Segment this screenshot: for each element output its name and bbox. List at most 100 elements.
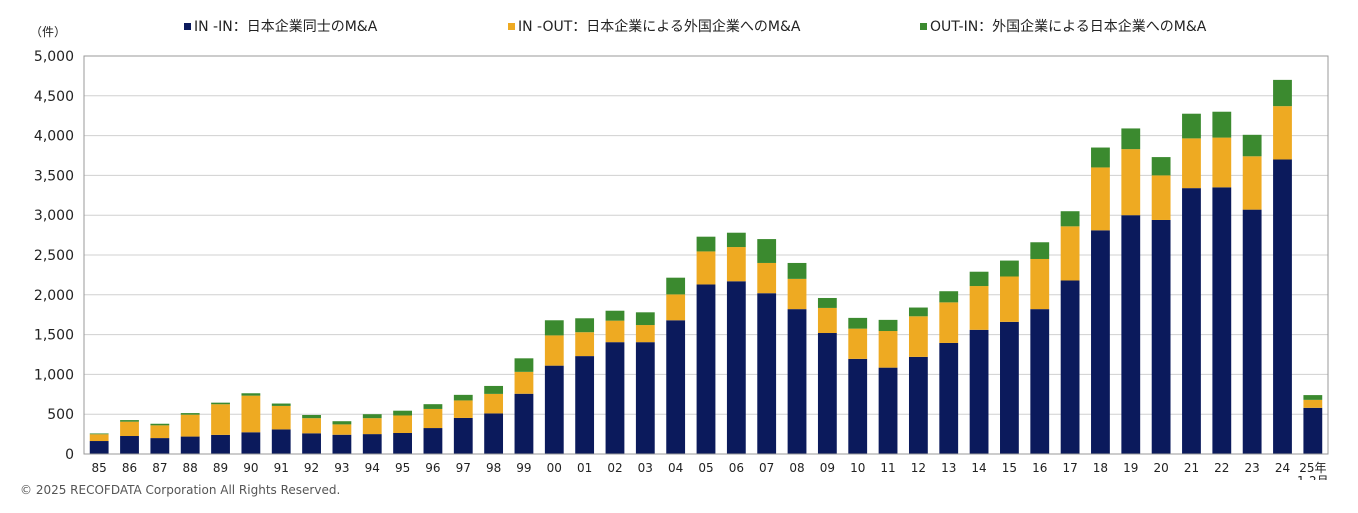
- bar-segment-series-2: [969, 286, 989, 330]
- x-tick-label: 12: [911, 461, 926, 475]
- bar-segment-series-3: [271, 403, 291, 406]
- bar-segment-series-2: [666, 294, 686, 321]
- x-tick-label: 19: [1123, 461, 1138, 475]
- x-tick-label: 95: [395, 461, 410, 475]
- x-tick-label: 01: [577, 461, 592, 475]
- x-tick-label: 99: [516, 461, 531, 475]
- y-tick-label: 500: [47, 407, 74, 423]
- bar-segment-series-2: [787, 278, 807, 310]
- x-tick-label: 02: [607, 461, 622, 475]
- bar-segment-series-2: [362, 418, 382, 435]
- bar-segment-series-3: [514, 358, 534, 372]
- bar-segment-series-2: [302, 418, 321, 434]
- y-tick-label: 4,000: [34, 129, 74, 145]
- legend-entry-label: IN -IN：日本企業同士のM&A: [194, 18, 378, 35]
- bar-segment-series-3: [1091, 147, 1110, 168]
- x-tick-label: 04: [668, 461, 683, 475]
- bar-segment-series-2: [241, 395, 261, 433]
- x-tick-label: 00: [547, 461, 562, 475]
- bar-segment-series-3: [393, 410, 412, 416]
- bar-segment-series-3: [696, 236, 716, 252]
- bar-segment-series-1: [575, 356, 595, 454]
- bar-segment-series-2: [544, 335, 564, 366]
- bar-segment-series-3: [211, 402, 230, 405]
- bars: [89, 79, 1323, 455]
- bar-segment-series-2: [817, 307, 837, 334]
- bar-segment-series-1: [1060, 280, 1080, 454]
- bar-segment-series-3: [1212, 111, 1232, 138]
- legend-entry-label: IN -OUT：日本企業による外国企業へのM&A: [518, 18, 801, 35]
- bar-segment-series-1: [484, 413, 504, 454]
- bar-segment-series-2: [1030, 258, 1050, 310]
- y-tick-label: 5,000: [34, 49, 74, 65]
- bar-segment-series-3: [332, 421, 352, 425]
- legend-swatch: [508, 23, 515, 30]
- bar-segment-series-2: [1182, 138, 1201, 189]
- x-tick-label: 91: [274, 461, 289, 475]
- bar-segment-series-3: [1151, 157, 1171, 176]
- x-tick-label: 16: [1032, 461, 1047, 475]
- x-tick-label: 17: [1062, 461, 1077, 475]
- bar-segment-series-3: [1273, 79, 1292, 107]
- bar-segment-series-3: [575, 318, 595, 333]
- bar-segment-series-3: [726, 232, 746, 248]
- bar-segment-series-3: [241, 393, 261, 396]
- bar-segment-series-1: [514, 393, 534, 454]
- x-tick-label: 05: [698, 461, 713, 475]
- bar-segment-series-3: [1060, 211, 1080, 227]
- bar-segment-series-2: [1151, 175, 1171, 220]
- bar-segment-series-2: [605, 320, 625, 343]
- bar-segment-series-1: [302, 433, 321, 454]
- bar-segment-series-3: [1121, 128, 1141, 150]
- bar-segment-series-2: [1060, 226, 1080, 281]
- bar-segment-series-3: [908, 307, 928, 317]
- bar-segment-series-2: [939, 302, 959, 343]
- bar-segment-series-1: [878, 367, 898, 454]
- x-tick-label: 06: [729, 461, 744, 475]
- bar-segment-series-1: [605, 342, 625, 454]
- bar-segment-series-3: [1182, 113, 1201, 139]
- bar-segment-series-3: [180, 413, 200, 415]
- legend-entry-label: OUT-IN：外国企業による日本企業へのM&A: [930, 18, 1207, 35]
- bar-segment-series-2: [726, 247, 746, 282]
- bar-segment-series-2: [635, 325, 655, 343]
- bar-segment-series-3: [120, 420, 139, 422]
- bar-segment-series-1: [423, 428, 443, 454]
- bar-segment-series-1: [241, 432, 261, 454]
- bar-segment-series-2: [393, 415, 412, 433]
- y-tick-label: 2,000: [34, 288, 74, 304]
- bar-segment-series-1: [939, 342, 959, 454]
- bar-segment-series-1: [908, 356, 928, 454]
- bar-segment-series-3: [150, 423, 170, 426]
- x-tick-label: 85: [92, 461, 107, 475]
- x-tick-label: 23: [1245, 461, 1260, 475]
- y-tick-label: 2,500: [34, 248, 74, 264]
- bar-segment-series-2: [575, 332, 595, 357]
- bar-segment-series-3: [757, 239, 777, 263]
- bar-segment-series-1: [1121, 215, 1141, 454]
- bar-segment-series-2: [514, 371, 534, 394]
- bar-segment-series-3: [848, 317, 868, 329]
- bar-segment-series-1: [544, 365, 564, 454]
- x-tick-label: 98: [486, 461, 501, 475]
- bar-segment-series-2: [696, 251, 716, 285]
- x-tick-label: 96: [425, 461, 440, 475]
- x-tick-label: 93: [334, 461, 349, 475]
- bar-segment-series-2: [757, 262, 777, 294]
- x-tick-label: 10: [850, 461, 865, 475]
- bar-segment-series-2: [120, 421, 139, 437]
- y-tick-label: 0: [65, 447, 74, 463]
- y-tick-label: 1,000: [34, 367, 74, 383]
- bar-segment-series-1: [393, 432, 412, 454]
- bar-segment-series-1: [696, 284, 716, 454]
- bar-segment-series-2: [211, 404, 230, 435]
- bar-segment-series-2: [1121, 149, 1141, 216]
- bar-segment-series-3: [969, 271, 989, 287]
- bar-segment-series-1: [1151, 219, 1171, 454]
- bar-segment-series-1: [787, 309, 807, 454]
- x-tick-label: 24: [1275, 461, 1290, 475]
- x-tick-label: 08: [789, 461, 804, 475]
- bar-segment-series-3: [302, 414, 321, 419]
- bar-segment-series-3: [1303, 395, 1323, 400]
- x-tick-label: 25年: [1299, 461, 1326, 475]
